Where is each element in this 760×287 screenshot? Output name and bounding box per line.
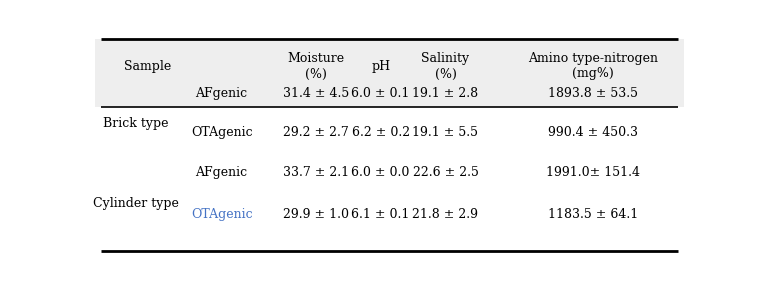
Text: Amino type-nitrogen
(mg%): Amino type-nitrogen (mg%) <box>527 53 657 80</box>
Text: Moisture
(%): Moisture (%) <box>287 53 344 80</box>
Text: 1183.5 ± 64.1: 1183.5 ± 64.1 <box>547 208 638 221</box>
Text: Brick type: Brick type <box>103 117 169 130</box>
Text: AFgenic: AFgenic <box>195 86 248 100</box>
Text: 29.2 ± 2.7: 29.2 ± 2.7 <box>283 126 349 139</box>
Text: 990.4 ± 450.3: 990.4 ± 450.3 <box>548 126 638 139</box>
Text: Sample: Sample <box>125 60 172 73</box>
Text: 19.1 ± 2.8: 19.1 ± 2.8 <box>413 86 479 100</box>
Text: pH: pH <box>371 60 390 73</box>
Text: Cylinder type: Cylinder type <box>93 197 179 210</box>
Text: 6.0 ± 0.0: 6.0 ± 0.0 <box>351 166 410 179</box>
Text: 29.9 ± 1.0: 29.9 ± 1.0 <box>283 208 349 221</box>
Text: 31.4 ± 4.5: 31.4 ± 4.5 <box>283 86 349 100</box>
Text: 1893.8 ± 53.5: 1893.8 ± 53.5 <box>548 86 638 100</box>
Bar <box>95 39 684 107</box>
Text: OTAgenic: OTAgenic <box>191 126 252 139</box>
Text: 1991.0± 151.4: 1991.0± 151.4 <box>546 166 640 179</box>
Text: 19.1 ± 5.5: 19.1 ± 5.5 <box>413 126 479 139</box>
Text: OTAgenic: OTAgenic <box>191 208 252 221</box>
Text: 6.0 ± 0.1: 6.0 ± 0.1 <box>351 86 410 100</box>
Text: 6.2 ± 0.2: 6.2 ± 0.2 <box>352 126 410 139</box>
Text: 6.1 ± 0.1: 6.1 ± 0.1 <box>351 208 410 221</box>
Text: 22.6 ± 2.5: 22.6 ± 2.5 <box>413 166 478 179</box>
Text: Salinity
(%): Salinity (%) <box>421 53 470 80</box>
Text: 21.8 ± 2.9: 21.8 ± 2.9 <box>413 208 479 221</box>
Text: 33.7 ± 2.1: 33.7 ± 2.1 <box>283 166 349 179</box>
Text: AFgenic: AFgenic <box>195 166 248 179</box>
